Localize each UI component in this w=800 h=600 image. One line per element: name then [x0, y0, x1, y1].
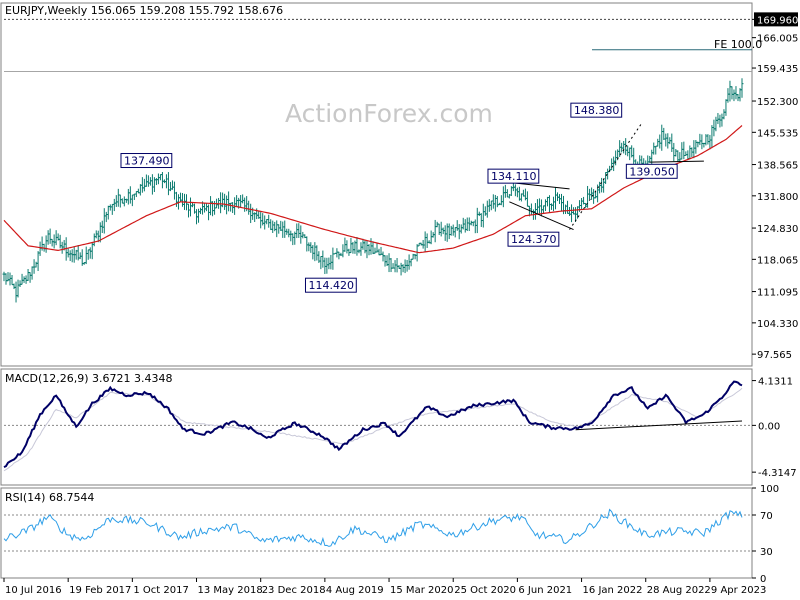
svg-text:134.110: 134.110: [491, 170, 537, 183]
trendline-upper: [513, 182, 570, 190]
price-level-label: 124.370: [507, 231, 560, 247]
time-tick-label: 4 Aug 2019: [326, 585, 384, 596]
rsi-tick-label: 0: [760, 574, 766, 585]
price-grid: [4, 18, 752, 72]
price-panel-frame: [0, 2, 753, 367]
price-axis-highlight: [754, 12, 798, 27]
price-tick-label: 152.300: [757, 97, 798, 108]
moving-average: [3, 125, 743, 254]
rsi-panel: 100 70 30 0 RSI(14) 68.7544: [0, 484, 779, 585]
time-tick-label: 25 Oct 2020: [454, 585, 516, 596]
price-panel: ActionForex.com 137.490 114.420 134.110 124…: [0, 2, 798, 367]
price-tick-label: 111.095: [757, 288, 798, 299]
price-bars: [2, 78, 744, 303]
macd-lines: [3, 380, 743, 472]
time-tick-label: 1 Oct 2017: [133, 585, 188, 596]
fe-label: FE 100.0: [714, 38, 762, 51]
time-tick-label: 10 Jul 2016: [5, 585, 62, 596]
macd-line: [3, 380, 743, 468]
rsi-grid: [4, 514, 752, 552]
macd-axis: 4.1311 0.00 -4.3147: [752, 377, 797, 479]
time-axis: 10 Jul 2016 19 Feb 2017 1 Oct 2017 13 May 2…: [1, 577, 766, 596]
price-tick-label: 97.565: [757, 350, 792, 361]
trendline-base: [649, 160, 704, 163]
macd-panel: 4.1311 0.00 -4.3147 MACD(12,26,9) 3.6721 3…: [0, 368, 797, 486]
time-tick-label: 6 Jun 2021: [518, 585, 572, 596]
macd-tick-label: 4.1311: [758, 377, 793, 388]
rsi-tick-label: 100: [760, 484, 779, 495]
macd-tick-label: -4.3147: [758, 468, 797, 479]
time-tick-label: 15 Mar 2020: [390, 585, 453, 596]
rsi-tick-label: 30: [760, 547, 773, 558]
signal-line: [3, 387, 743, 472]
rsi-line: [3, 508, 743, 547]
price-level-label: 139.050: [625, 163, 678, 179]
price-tick-label: 138.565: [757, 161, 798, 172]
price-level-label: 134.110: [487, 168, 540, 184]
price-level-label: 137.490: [120, 153, 173, 169]
watermark: ActionForex.com: [285, 99, 493, 128]
macd-trendline: [575, 420, 743, 431]
trendline-lower: [509, 201, 574, 231]
time-tick-label: 19 Feb 2017: [69, 585, 131, 596]
macd-panel-frame: [0, 368, 753, 486]
time-tick-label: 23 Dec 2018: [262, 585, 326, 596]
rsi-tick-label: 70: [760, 511, 773, 522]
time-tick-label: 13 May 2018: [198, 585, 263, 596]
price-tick-label: 131.800: [757, 192, 798, 203]
price-level-label: 148.380: [570, 102, 623, 118]
price-tick-label: 145.535: [757, 128, 798, 139]
price-tick-label: 166.005: [757, 34, 798, 45]
time-tick-label: 9 Apr 2023: [711, 585, 766, 596]
svg-text:137.490: 137.490: [124, 155, 170, 168]
price-tick-label: 159.435: [757, 64, 798, 75]
price-trendlines: [509, 122, 704, 231]
time-tick-label: 16 Jan 2022: [583, 585, 643, 596]
price-tick-label: 104.330: [757, 319, 798, 330]
svg-text:139.050: 139.050: [629, 165, 675, 178]
price-level-label: 114.420: [304, 277, 357, 293]
svg-text:124.370: 124.370: [511, 233, 557, 246]
price-tick-label: 118.065: [757, 255, 798, 266]
price-axis: 169.960 166.005 159.435 152.300 145.535 138.5…: [752, 12, 798, 361]
price-panel-title: EURJPY,Weekly 156.065 159.208 155.792 15…: [5, 4, 283, 17]
svg-text:148.380: 148.380: [574, 104, 620, 117]
svg-text:114.420: 114.420: [308, 279, 354, 292]
price-bar: [740, 78, 744, 98]
price-tick-label: 124.830: [757, 224, 798, 235]
rsi-axis: 100 70 30 0: [752, 484, 779, 585]
moving-average-line: [3, 125, 743, 254]
price-tick-label: 169.960: [757, 15, 798, 26]
macd-panel-title: MACD(12,26,9) 3.6721 3.4348: [5, 372, 173, 385]
rsi-line: [3, 508, 743, 547]
time-tick-label: 28 Aug 2022: [647, 585, 711, 596]
price-labels: 137.490 114.420 134.110 124.370 148.380 139.0…: [120, 102, 678, 293]
macd-tick-label: 0.00: [758, 421, 780, 432]
trendline-rising: [569, 122, 643, 230]
rsi-panel-title: RSI(14) 68.7544: [5, 491, 94, 504]
